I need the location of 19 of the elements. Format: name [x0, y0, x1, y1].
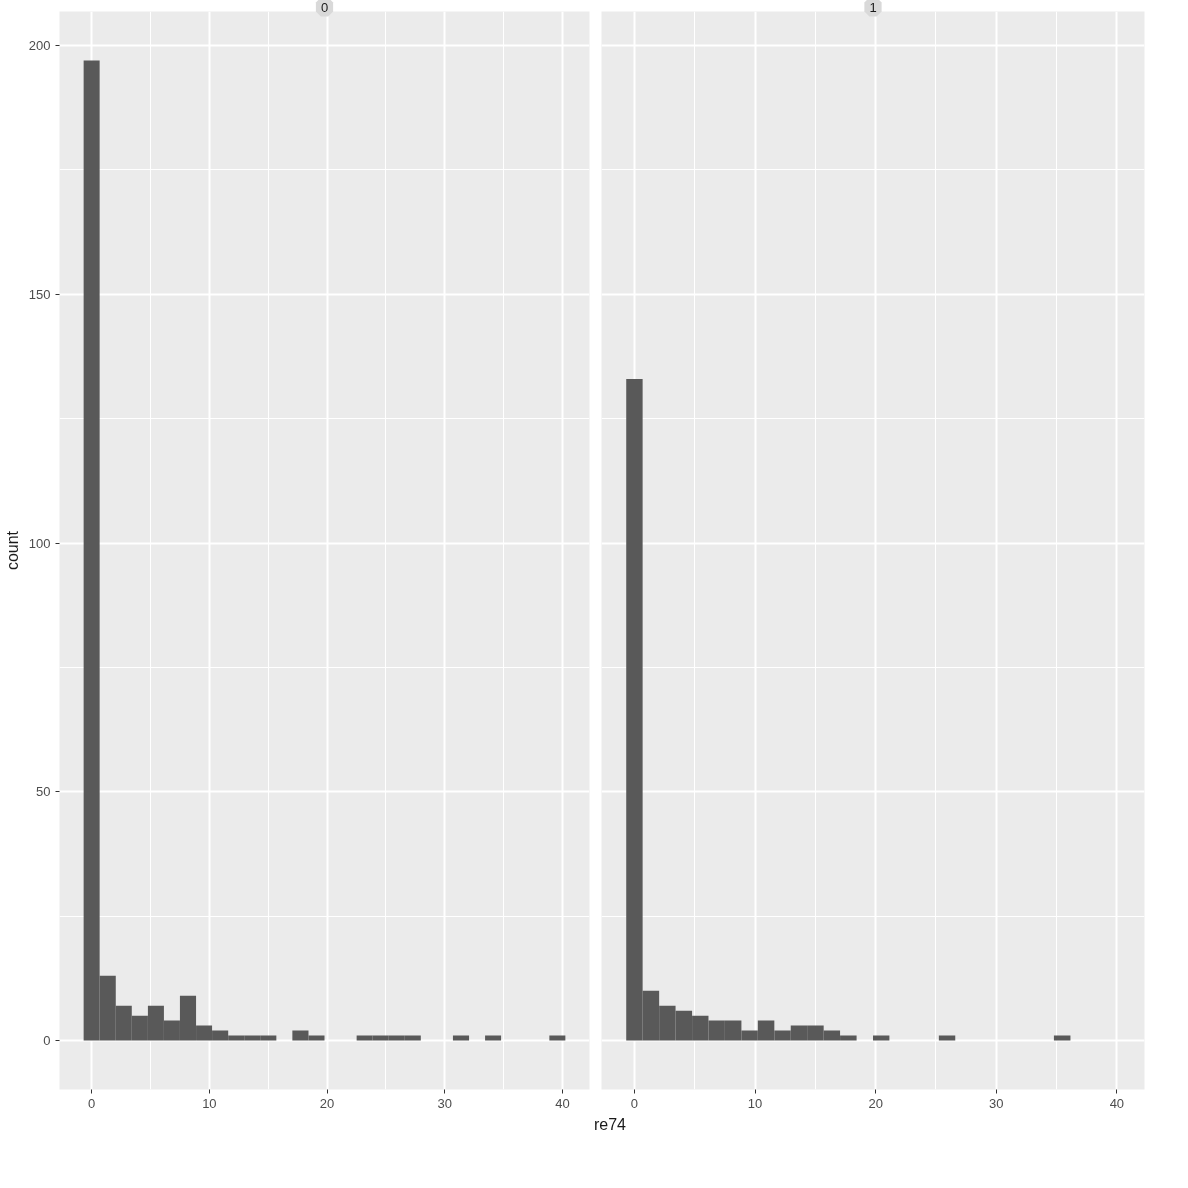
x-axis-title: re74: [593, 1116, 627, 1134]
x-tick-label: 40: [1109, 1095, 1125, 1111]
x-tick-label: 0: [88, 1095, 96, 1111]
y-axis-title: count: [3, 530, 21, 571]
x-tick-label: 20: [868, 1095, 883, 1111]
y-tick-label: 100: [28, 535, 51, 551]
y-tick-label: 50: [36, 784, 51, 800]
x-tick-label: 20: [319, 1095, 335, 1111]
chart-title: 0: [320, 0, 329, 15]
y-tick-label: 200: [28, 38, 51, 54]
x-tick-label: 10: [202, 1095, 217, 1111]
x-tick-label: 0: [630, 1095, 639, 1111]
x-tick-label: 10: [747, 1095, 763, 1111]
x-tick-label: 30: [437, 1095, 453, 1111]
y-tick-label: 150: [28, 286, 51, 302]
chart-title: 1: [869, 0, 877, 15]
x-tick-label: 40: [555, 1095, 570, 1111]
x-tick-label: 30: [989, 1095, 1004, 1111]
y-tick-label: 0: [43, 1033, 51, 1048]
